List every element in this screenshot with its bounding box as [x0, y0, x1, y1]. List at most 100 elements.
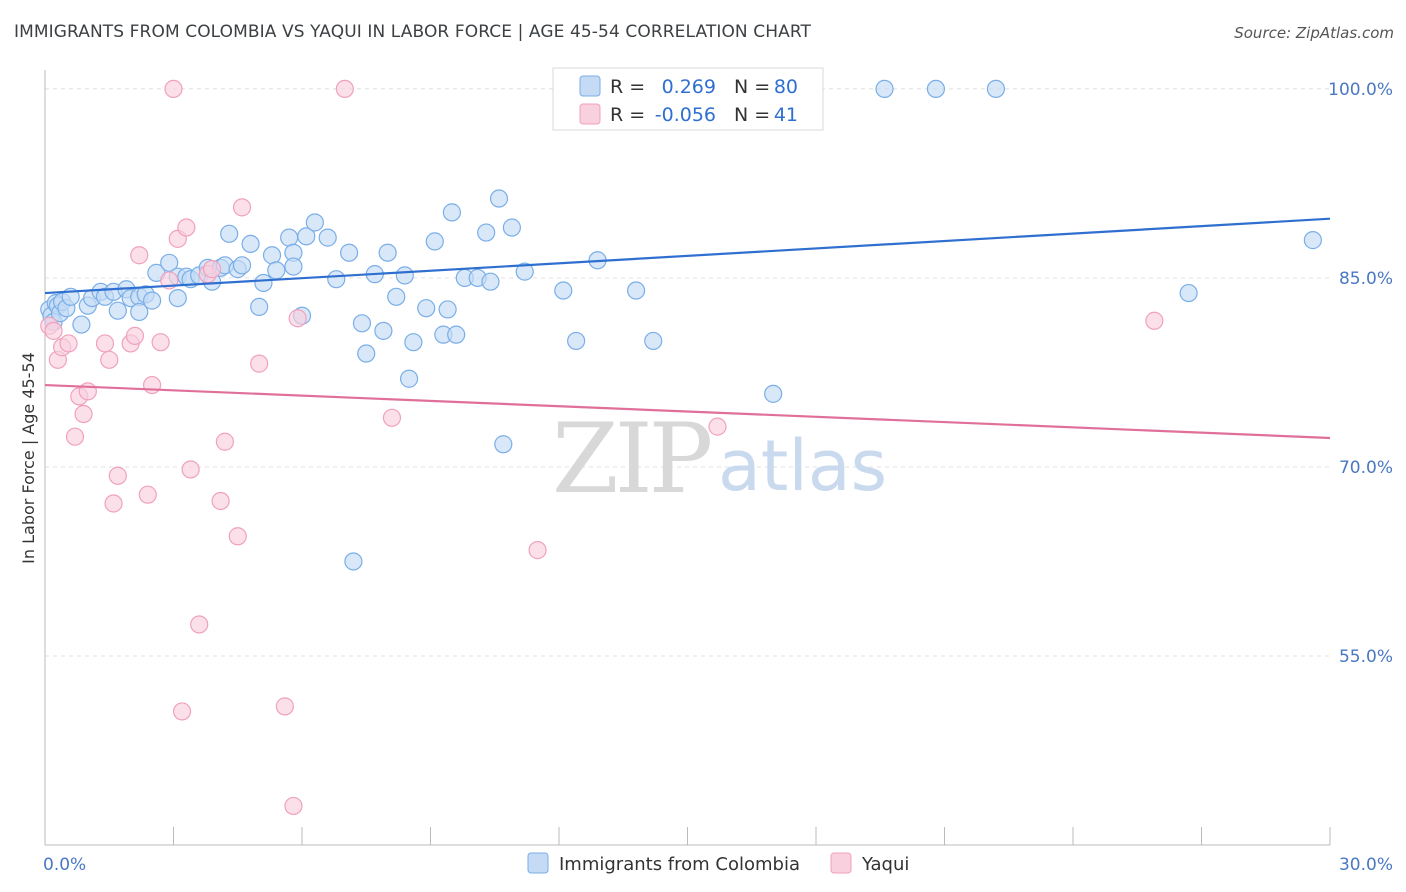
data-point — [284, 796, 303, 816]
data-point — [250, 354, 269, 373]
data-points — [40, 79, 1322, 816]
data-point — [764, 384, 783, 403]
data-point — [1179, 283, 1198, 303]
trend-line-yaqui — [44, 383, 1331, 440]
grid-lines — [45, 88, 1330, 657]
data-point — [232, 256, 252, 275]
data-point — [417, 299, 436, 318]
data-point — [59, 334, 78, 353]
data-point — [211, 491, 230, 511]
data-point — [72, 315, 91, 334]
y-tick-label: 55.0% — [1339, 647, 1393, 667]
data-point — [708, 417, 727, 436]
data-point — [875, 79, 894, 99]
data-point — [986, 79, 1006, 99]
series-legend: Immigrants from Colombia Yaqui — [527, 852, 909, 875]
svg-text:R =: R = — [610, 104, 645, 126]
data-point — [228, 527, 247, 546]
data-point — [44, 321, 63, 340]
data-point — [340, 243, 359, 262]
legend-swatch-yaqui — [579, 103, 601, 125]
svg-text:N =: N = — [734, 104, 770, 126]
data-point — [190, 615, 209, 634]
y-tick-label: 70.0% — [1339, 458, 1393, 478]
data-point — [442, 203, 462, 222]
correlation-legend: R = 0.269 N = 80 R = -0.056 N = 41 — [552, 67, 824, 131]
chart-source: Source: ZipAtlas.com — [1234, 24, 1394, 42]
watermark-atlas: atlas — [718, 425, 887, 507]
data-point — [297, 227, 316, 246]
data-point — [481, 272, 500, 291]
watermark: ZIP atlas — [552, 403, 887, 515]
legend-r-label-2: R = — [610, 104, 645, 126]
svg-text:80: 80 — [774, 76, 798, 98]
y-axis-title: In Labor Force | Age 45-54 — [19, 352, 38, 564]
x-tick-label-max: 30.0% — [1339, 855, 1393, 875]
legend-n-label-2: N = — [734, 104, 770, 126]
legend-n-value-1: 80 — [774, 76, 798, 98]
data-point — [438, 300, 457, 319]
data-point — [232, 198, 252, 217]
data-point — [926, 79, 946, 99]
svg-text:-0.056: -0.056 — [655, 104, 716, 126]
data-point — [489, 189, 509, 208]
data-point — [262, 246, 282, 265]
data-point — [425, 232, 444, 251]
series-legend-label-yaqui: Yaqui — [861, 854, 909, 875]
data-point — [108, 466, 127, 485]
data-point — [318, 228, 337, 247]
chart-title: IMMIGRANTS FROM COLOMBIA VS YAQUI IN LAB… — [14, 22, 811, 42]
legend-r-label-1: R = — [610, 76, 645, 98]
data-point — [502, 218, 521, 237]
data-point — [104, 494, 123, 513]
data-point — [181, 460, 200, 479]
data-point — [202, 260, 222, 279]
data-point — [515, 262, 534, 281]
data-point — [65, 427, 85, 446]
data-point — [305, 213, 324, 232]
data-point — [382, 408, 402, 427]
data-point — [288, 309, 307, 328]
data-point — [142, 291, 162, 310]
data-point — [447, 325, 466, 344]
data-point — [100, 350, 119, 369]
data-point — [387, 287, 406, 306]
legend-swatch-colombia — [579, 75, 601, 97]
legend-n-value-2: 41 — [774, 104, 798, 126]
data-point — [164, 79, 183, 99]
svg-text:R =: R = — [610, 76, 645, 98]
data-point — [130, 302, 149, 322]
data-point — [1303, 231, 1322, 250]
data-point — [528, 541, 547, 560]
svg-text:0.269: 0.269 — [662, 76, 716, 98]
x-tick-labels: 0.0% 30.0% — [43, 855, 1393, 875]
data-point — [404, 333, 423, 352]
data-point — [567, 331, 586, 351]
data-point — [220, 224, 239, 243]
data-point — [1145, 311, 1164, 330]
data-point — [250, 297, 269, 317]
series-legend-label-colombia: Immigrants from Colombia — [559, 854, 800, 875]
data-point — [138, 485, 157, 504]
data-point — [142, 375, 162, 395]
data-point — [378, 243, 397, 262]
data-point — [95, 334, 115, 353]
data-point — [177, 218, 196, 237]
data-point — [254, 273, 273, 293]
y-tick-labels: 55.0% 70.0% 85.0% 100.0% — [1328, 80, 1393, 667]
data-point — [327, 270, 346, 289]
data-point — [399, 369, 419, 388]
data-point — [374, 321, 393, 340]
x-tick-label-min: 0.0% — [43, 855, 86, 875]
data-point — [477, 223, 496, 242]
watermark-zip: ZIP — [552, 403, 711, 515]
data-point — [357, 344, 376, 363]
data-point — [275, 697, 294, 716]
data-point — [151, 333, 170, 352]
series-legend-swatch-yaqui — [830, 852, 852, 874]
data-point — [168, 288, 187, 308]
data-point — [172, 702, 192, 721]
svg-text:N =: N = — [734, 76, 770, 98]
legend-r-value-1: 0.269 — [662, 76, 716, 98]
